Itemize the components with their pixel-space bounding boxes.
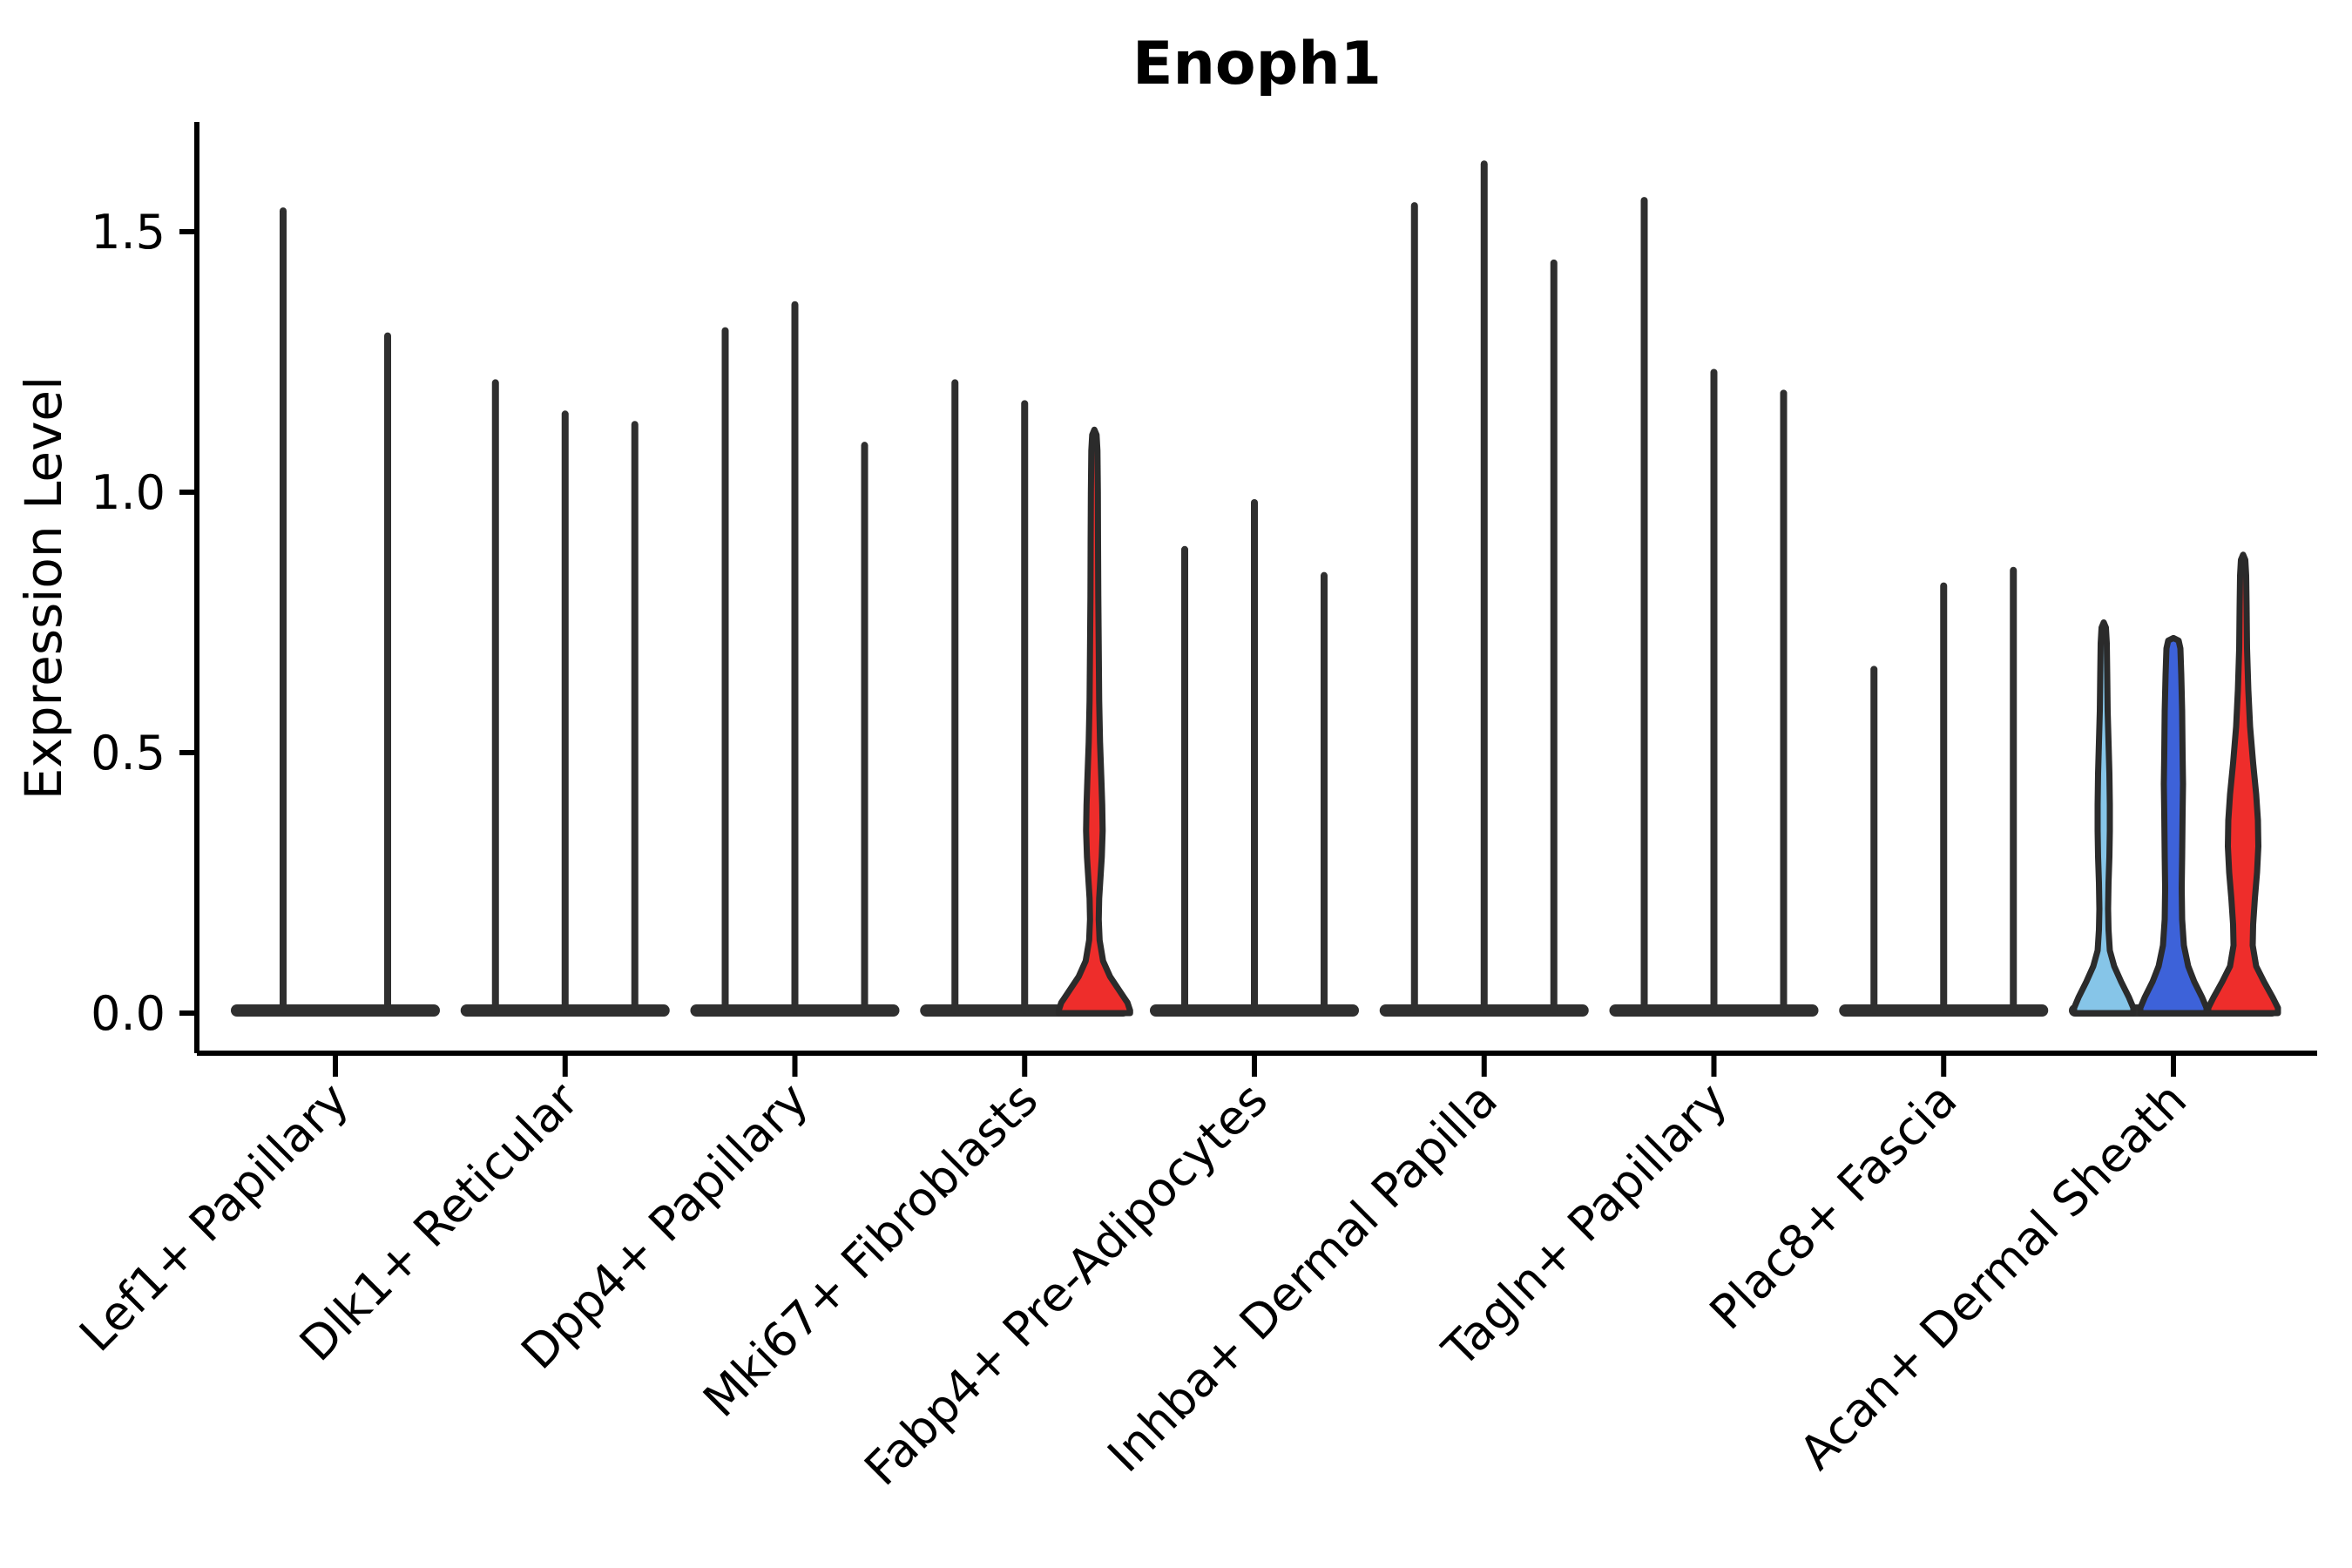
violin-shape-blue <box>2137 634 2210 1017</box>
violin-shape-light_blue <box>2071 619 2137 1017</box>
violin-base-bar <box>231 1004 440 1017</box>
x-tick-label: Acan+ Dermal Sheath <box>1789 1072 2197 1480</box>
x-tick-label: Inhba+ Dermal Papilla <box>1098 1072 1508 1483</box>
y-tick-label: 1.5 <box>91 205 166 260</box>
y-tick-label: 1.0 <box>91 465 166 520</box>
y-tick-label: 0.5 <box>91 726 166 781</box>
violin-spikes-layer <box>280 160 2017 1014</box>
x-tick-label: Fabp4+ Pre-Adipocytes <box>854 1072 1278 1497</box>
y-axis-label: Expression Level <box>14 376 73 800</box>
plot-title: Enoph1 <box>1132 30 1382 98</box>
violin-shape-red <box>1055 426 1133 1017</box>
y-tick-label: 0.0 <box>91 986 166 1041</box>
violin-shapes-layer <box>1055 426 2281 1017</box>
violin-shape-red <box>2205 551 2281 1017</box>
x-tick-label: Plac8+ Fascia <box>1700 1072 1968 1341</box>
